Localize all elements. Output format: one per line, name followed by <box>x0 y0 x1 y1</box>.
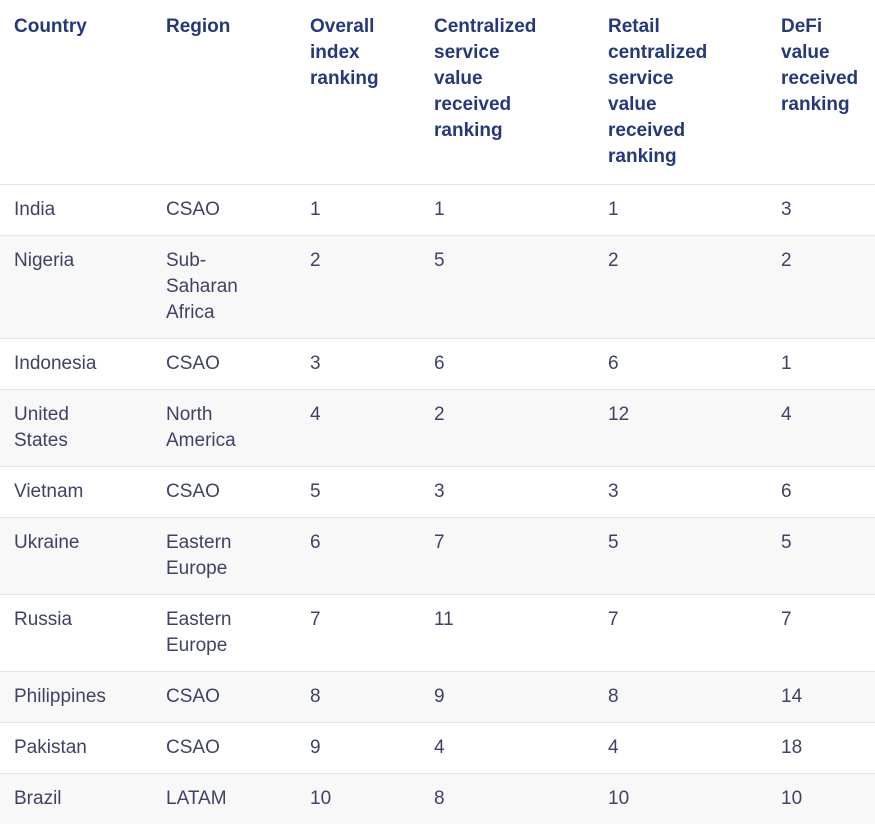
cell-centralized: 9 <box>420 672 594 723</box>
cell-defi: 14 <box>767 672 875 723</box>
cell-overall: 9 <box>296 723 420 774</box>
cell-defi: 10 <box>767 774 875 824</box>
cell-centralized: 1 <box>420 185 594 236</box>
cell-retail: 6 <box>594 339 767 390</box>
cell-overall: 1 <box>296 185 420 236</box>
cell-centralized: 2 <box>420 390 594 467</box>
column-header-overall-index-ranking: Overall index ranking <box>296 0 420 185</box>
cell-region: CSAO <box>152 185 296 236</box>
cell-centralized: 3 <box>420 467 594 518</box>
cell-centralized: 6 <box>420 339 594 390</box>
cell-country: Vietnam <box>0 467 152 518</box>
cell-region: CSAO <box>152 672 296 723</box>
cell-defi: 4 <box>767 390 875 467</box>
cell-retail: 10 <box>594 774 767 824</box>
cell-country: Pakistan <box>0 723 152 774</box>
cell-retail: 7 <box>594 595 767 672</box>
cell-country: Russia <box>0 595 152 672</box>
cell-retail: 12 <box>594 390 767 467</box>
column-header-retail-centralized-service-value-received-ranking: Retail centralized service value receive… <box>594 0 767 185</box>
cell-centralized: 5 <box>420 236 594 339</box>
column-header-centralized-service-value-received-ranking: Centralized service value received ranki… <box>420 0 594 185</box>
cell-retail: 4 <box>594 723 767 774</box>
cell-region: North America <box>152 390 296 467</box>
header-row: Country Region Overall index ranking Cen… <box>0 0 875 185</box>
cell-defi: 3 <box>767 185 875 236</box>
cell-overall: 2 <box>296 236 420 339</box>
column-header-region: Region <box>152 0 296 185</box>
table-header: Country Region Overall index ranking Cen… <box>0 0 875 185</box>
cell-region: Eastern Europe <box>152 595 296 672</box>
cell-defi: 1 <box>767 339 875 390</box>
cell-overall: 8 <box>296 672 420 723</box>
cell-country: United States <box>0 390 152 467</box>
cell-region: LATAM <box>152 774 296 824</box>
cell-region: CSAO <box>152 467 296 518</box>
cell-overall: 3 <box>296 339 420 390</box>
cell-defi: 5 <box>767 518 875 595</box>
cell-overall: 5 <box>296 467 420 518</box>
cell-retail: 1 <box>594 185 767 236</box>
cell-defi: 18 <box>767 723 875 774</box>
cell-centralized: 8 <box>420 774 594 824</box>
cell-overall: 6 <box>296 518 420 595</box>
cell-country: India <box>0 185 152 236</box>
cell-country: Philippines <box>0 672 152 723</box>
cell-overall: 4 <box>296 390 420 467</box>
cell-country: Nigeria <box>0 236 152 339</box>
cell-centralized: 11 <box>420 595 594 672</box>
cell-region: Eastern Europe <box>152 518 296 595</box>
cell-region: CSAO <box>152 339 296 390</box>
cell-country: Indonesia <box>0 339 152 390</box>
cell-defi: 7 <box>767 595 875 672</box>
cell-retail: 3 <box>594 467 767 518</box>
cell-overall: 7 <box>296 595 420 672</box>
cell-retail: 5 <box>594 518 767 595</box>
cell-centralized: 4 <box>420 723 594 774</box>
cell-defi: 2 <box>767 236 875 339</box>
cell-retail: 8 <box>594 672 767 723</box>
cell-overall: 10 <box>296 774 420 824</box>
cell-retail: 2 <box>594 236 767 339</box>
column-header-country: Country <box>0 0 152 185</box>
cell-country: Brazil <box>0 774 152 824</box>
cell-centralized: 7 <box>420 518 594 595</box>
cell-country: Ukraine <box>0 518 152 595</box>
column-header-defi-value-received-ranking: DeFi value received ranking <box>767 0 875 185</box>
cell-region: Sub-Saharan Africa <box>152 236 296 339</box>
cell-defi: 6 <box>767 467 875 518</box>
cell-region: CSAO <box>152 723 296 774</box>
